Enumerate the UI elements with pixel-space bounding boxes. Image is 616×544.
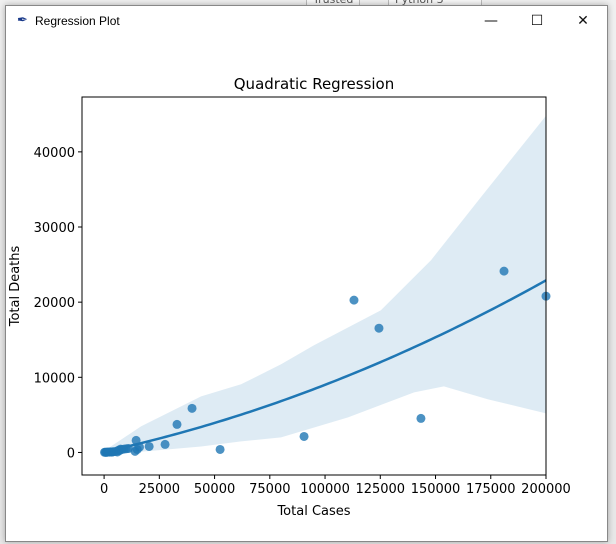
y-tick-label: 20000 xyxy=(34,296,75,311)
chart-title: Quadratic Regression xyxy=(234,75,395,93)
maximize-button[interactable]: ☐ xyxy=(514,6,560,36)
plot-window: ✒ Regression Plot — ☐ ✕ 0 25000 50000 75000… xyxy=(5,5,608,542)
maximize-icon: ☐ xyxy=(530,13,544,29)
x-axis-label: Total Cases xyxy=(276,504,350,519)
x-tick-label: 50000 xyxy=(194,482,235,497)
feather-icon: ✒ xyxy=(17,13,28,28)
data-point xyxy=(172,419,182,429)
y-tick-label: 30000 xyxy=(34,221,75,236)
y-tick-label: 40000 xyxy=(34,146,75,161)
y-tick-label: 0 xyxy=(67,446,75,461)
data-point xyxy=(349,295,359,305)
close-button[interactable]: ✕ xyxy=(560,6,606,36)
data-point xyxy=(187,403,197,413)
x-tick-label: 25000 xyxy=(139,482,180,497)
axes-frame xyxy=(81,96,547,476)
close-icon: ✕ xyxy=(577,13,589,29)
y-axis-label: Total Deaths xyxy=(8,245,23,327)
x-tick-label: 75000 xyxy=(249,482,290,497)
data-point xyxy=(416,413,426,423)
data-point xyxy=(499,266,509,276)
confidence-band xyxy=(104,115,546,454)
regression-line xyxy=(103,279,546,453)
x-tick-label: 150000 xyxy=(411,482,461,497)
x-tick-label: 175000 xyxy=(466,482,516,497)
data-point xyxy=(299,431,309,441)
x-tick-label: 0 xyxy=(100,482,108,497)
x-tick-label: 200000 xyxy=(521,482,571,497)
regression-chart: 0 25000 50000 75000 100000 125000 150000 175000… xyxy=(8,75,571,519)
y-tick-label: 10000 xyxy=(34,371,75,386)
minimize-button[interactable]: — xyxy=(468,6,514,36)
data-point xyxy=(160,439,170,449)
data-point xyxy=(374,323,384,333)
title-bar[interactable]: ✒ Regression Plot — ☐ ✕ xyxy=(6,6,607,36)
x-tick-label: 125000 xyxy=(355,482,405,497)
x-tick-label: 100000 xyxy=(300,482,350,497)
minimize-icon: — xyxy=(484,13,498,29)
data-point xyxy=(144,441,154,451)
data-point xyxy=(215,444,225,454)
window-title: Regression Plot xyxy=(35,14,120,28)
